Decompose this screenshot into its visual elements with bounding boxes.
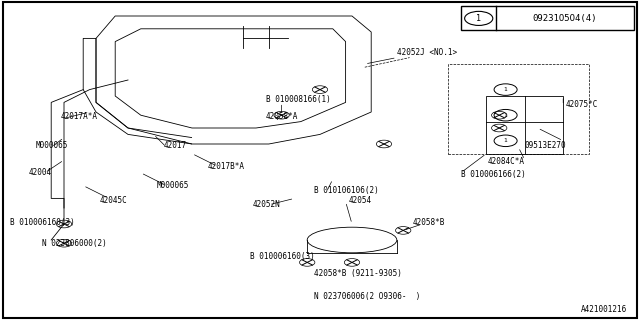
Text: 09513E270: 09513E270 bbox=[525, 141, 566, 150]
Text: 42052N: 42052N bbox=[253, 200, 280, 209]
Text: 09231O5O4(4): 09231O5O4(4) bbox=[532, 14, 596, 23]
Text: 42075*C: 42075*C bbox=[566, 100, 598, 108]
Text: N 023706006(2 O9306-  ): N 023706006(2 O9306- ) bbox=[314, 292, 420, 300]
Text: B 010006160(3): B 010006160(3) bbox=[250, 252, 314, 260]
Text: 1: 1 bbox=[504, 138, 508, 143]
Text: N 023806000(2): N 023806000(2) bbox=[42, 239, 106, 248]
Text: 42054: 42054 bbox=[349, 196, 372, 204]
Text: 42052J <NO.1>: 42052J <NO.1> bbox=[397, 48, 457, 57]
Text: B 010106106(2): B 010106106(2) bbox=[314, 186, 378, 195]
Text: 42017: 42017 bbox=[163, 141, 186, 150]
Text: M000065: M000065 bbox=[157, 181, 189, 190]
Text: B 010006166(2): B 010006166(2) bbox=[461, 170, 525, 179]
Text: 42017A*A: 42017A*A bbox=[61, 112, 98, 121]
Text: B 010008166(1): B 010008166(1) bbox=[266, 95, 330, 104]
Text: A421001216: A421001216 bbox=[581, 305, 627, 314]
Text: B 010006160(3): B 010006160(3) bbox=[10, 218, 74, 227]
Text: 42017B*A: 42017B*A bbox=[208, 162, 245, 171]
Text: M000065: M000065 bbox=[35, 141, 68, 150]
Text: 42058*A: 42058*A bbox=[266, 112, 298, 121]
Text: 1: 1 bbox=[476, 14, 481, 23]
Text: 1: 1 bbox=[504, 113, 508, 118]
Text: 42058*B: 42058*B bbox=[413, 218, 445, 227]
Text: 1: 1 bbox=[504, 87, 508, 92]
Text: 42084C*A: 42084C*A bbox=[488, 157, 525, 166]
Text: 42004: 42004 bbox=[29, 168, 52, 177]
Text: 42045C: 42045C bbox=[99, 196, 127, 204]
Text: 42058*B (9211-9305): 42058*B (9211-9305) bbox=[314, 269, 401, 278]
